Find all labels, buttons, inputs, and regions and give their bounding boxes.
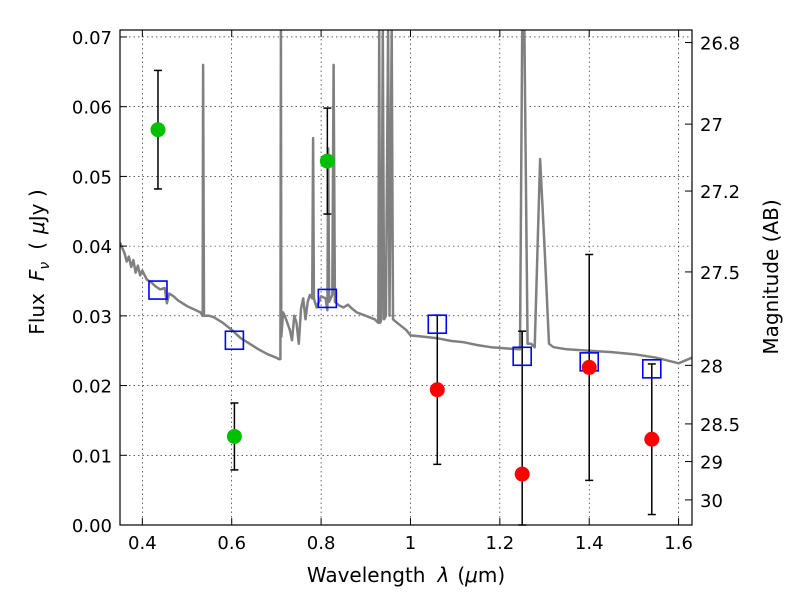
x-tick-label: 1.6 (664, 533, 693, 554)
model-photometry-square (641, 359, 662, 379)
nondetection-point (429, 382, 445, 398)
y-tick-label: 0.01 (72, 446, 112, 467)
y2-tick-label: 26.8 (700, 34, 740, 55)
error-bars (153, 69, 656, 526)
y2-tick-label: 27 (700, 115, 723, 136)
y-tick-label: 0.05 (72, 167, 112, 188)
model-photometry-square (427, 314, 448, 335)
nondetection-point (514, 466, 530, 482)
y2-tick-label: 30 (700, 491, 723, 512)
model-photometry-square (317, 288, 338, 309)
y2-tick-label: 29 (700, 453, 723, 474)
y-tick-label: 0.02 (72, 377, 112, 398)
y-axis-label: FluxFν(μJy ) (25, 189, 53, 334)
x-axis-label: Wavelength λ (μm) (307, 563, 505, 587)
model-spectrum (120, 30, 692, 365)
axis-ticks: 0.4 0.6 0.8 1 1.2 1.4 1.6 0.00 0.01 0.02 0.03 0.04 0… (72, 28, 740, 554)
y-tick-label: 0.00 (72, 516, 112, 537)
detection-point (319, 153, 335, 169)
y-tick-label: 0.07 (72, 28, 112, 49)
y2-tick-label: 27.2 (700, 182, 740, 203)
x-tick-label: 0.8 (307, 533, 336, 554)
x-tick-label: 1.4 (575, 533, 604, 554)
model-photometry-square (148, 280, 168, 300)
y-tick-label: 0.04 (72, 237, 112, 258)
x-tick-label: 0.6 (217, 533, 246, 554)
nondetection-point (581, 359, 597, 375)
x-tick-label: 1 (405, 533, 416, 554)
y2-axis-label: Magnitude (AB) (759, 199, 783, 354)
nondetection-point (644, 431, 660, 447)
y2-tick-label: 27.5 (700, 263, 740, 284)
plot-frame (119, 29, 693, 526)
detection-point (226, 428, 242, 444)
model-photometry-square (512, 346, 532, 367)
y-tick-label: 0.06 (72, 98, 112, 119)
data-points (148, 122, 662, 482)
grid (120, 30, 692, 526)
detection-point (150, 122, 166, 138)
y2-tick-label: 28 (700, 356, 723, 377)
model-spectrum-line (120, 30, 692, 365)
x-tick-label: 0.4 (128, 533, 157, 554)
model-photometry-square (224, 330, 245, 351)
y-tick-label: 0.03 (72, 307, 112, 328)
x-tick-label: 1.2 (486, 533, 515, 554)
y2-tick-label: 28.5 (700, 415, 740, 436)
